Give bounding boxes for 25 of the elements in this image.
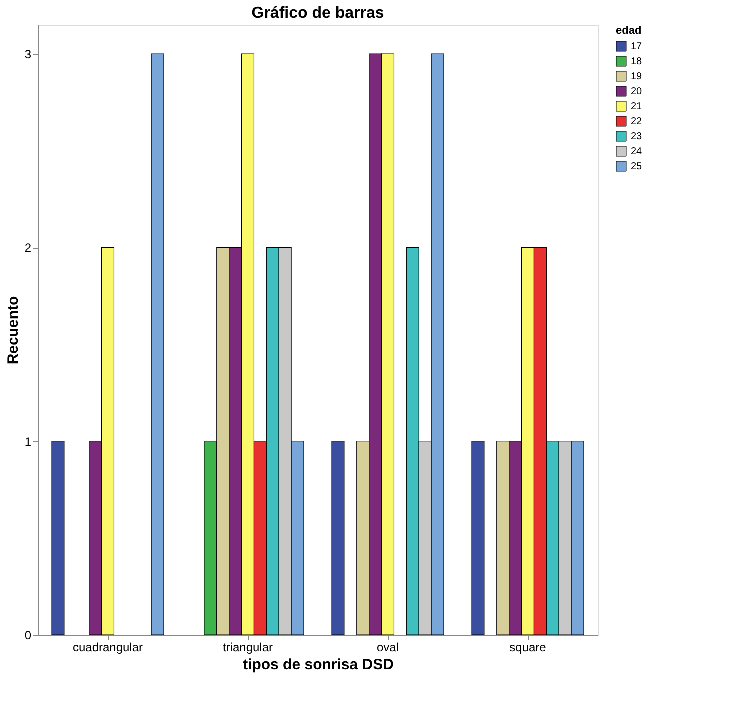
legend-label: 25 — [631, 162, 643, 172]
x-tick-label: square — [510, 640, 547, 654]
x-axis-title: tipos de sonrisa DSD — [243, 656, 394, 674]
legend-label: 24 — [631, 146, 643, 158]
y-tick-label: 2 — [24, 241, 32, 256]
x-tick-label: oval — [376, 640, 400, 654]
legend-label: 21 — [631, 102, 643, 112]
y-tick-label: 3 — [24, 48, 32, 62]
legend-label: 18 — [631, 56, 643, 68]
y-tick-label: 1 — [24, 434, 32, 449]
legend-label: 23 — [631, 132, 643, 142]
x-tick-label: triangular — [222, 640, 274, 654]
bar — [151, 54, 164, 636]
chart-title: Gráfico de barras — [252, 5, 384, 22]
bar — [332, 441, 345, 636]
legend-label: 17 — [631, 42, 643, 52]
legend-title: edad — [616, 25, 642, 37]
legend-label: 19 — [631, 72, 643, 82]
legend-label: 22 — [631, 116, 643, 128]
y-axis-title: Recuento — [4, 296, 22, 365]
legend-label: 20 — [631, 86, 643, 98]
bar — [472, 441, 485, 636]
y-tick-label: 0 — [24, 628, 32, 642]
bar — [52, 441, 65, 636]
x-tick-label: cuadrangular — [72, 640, 144, 654]
